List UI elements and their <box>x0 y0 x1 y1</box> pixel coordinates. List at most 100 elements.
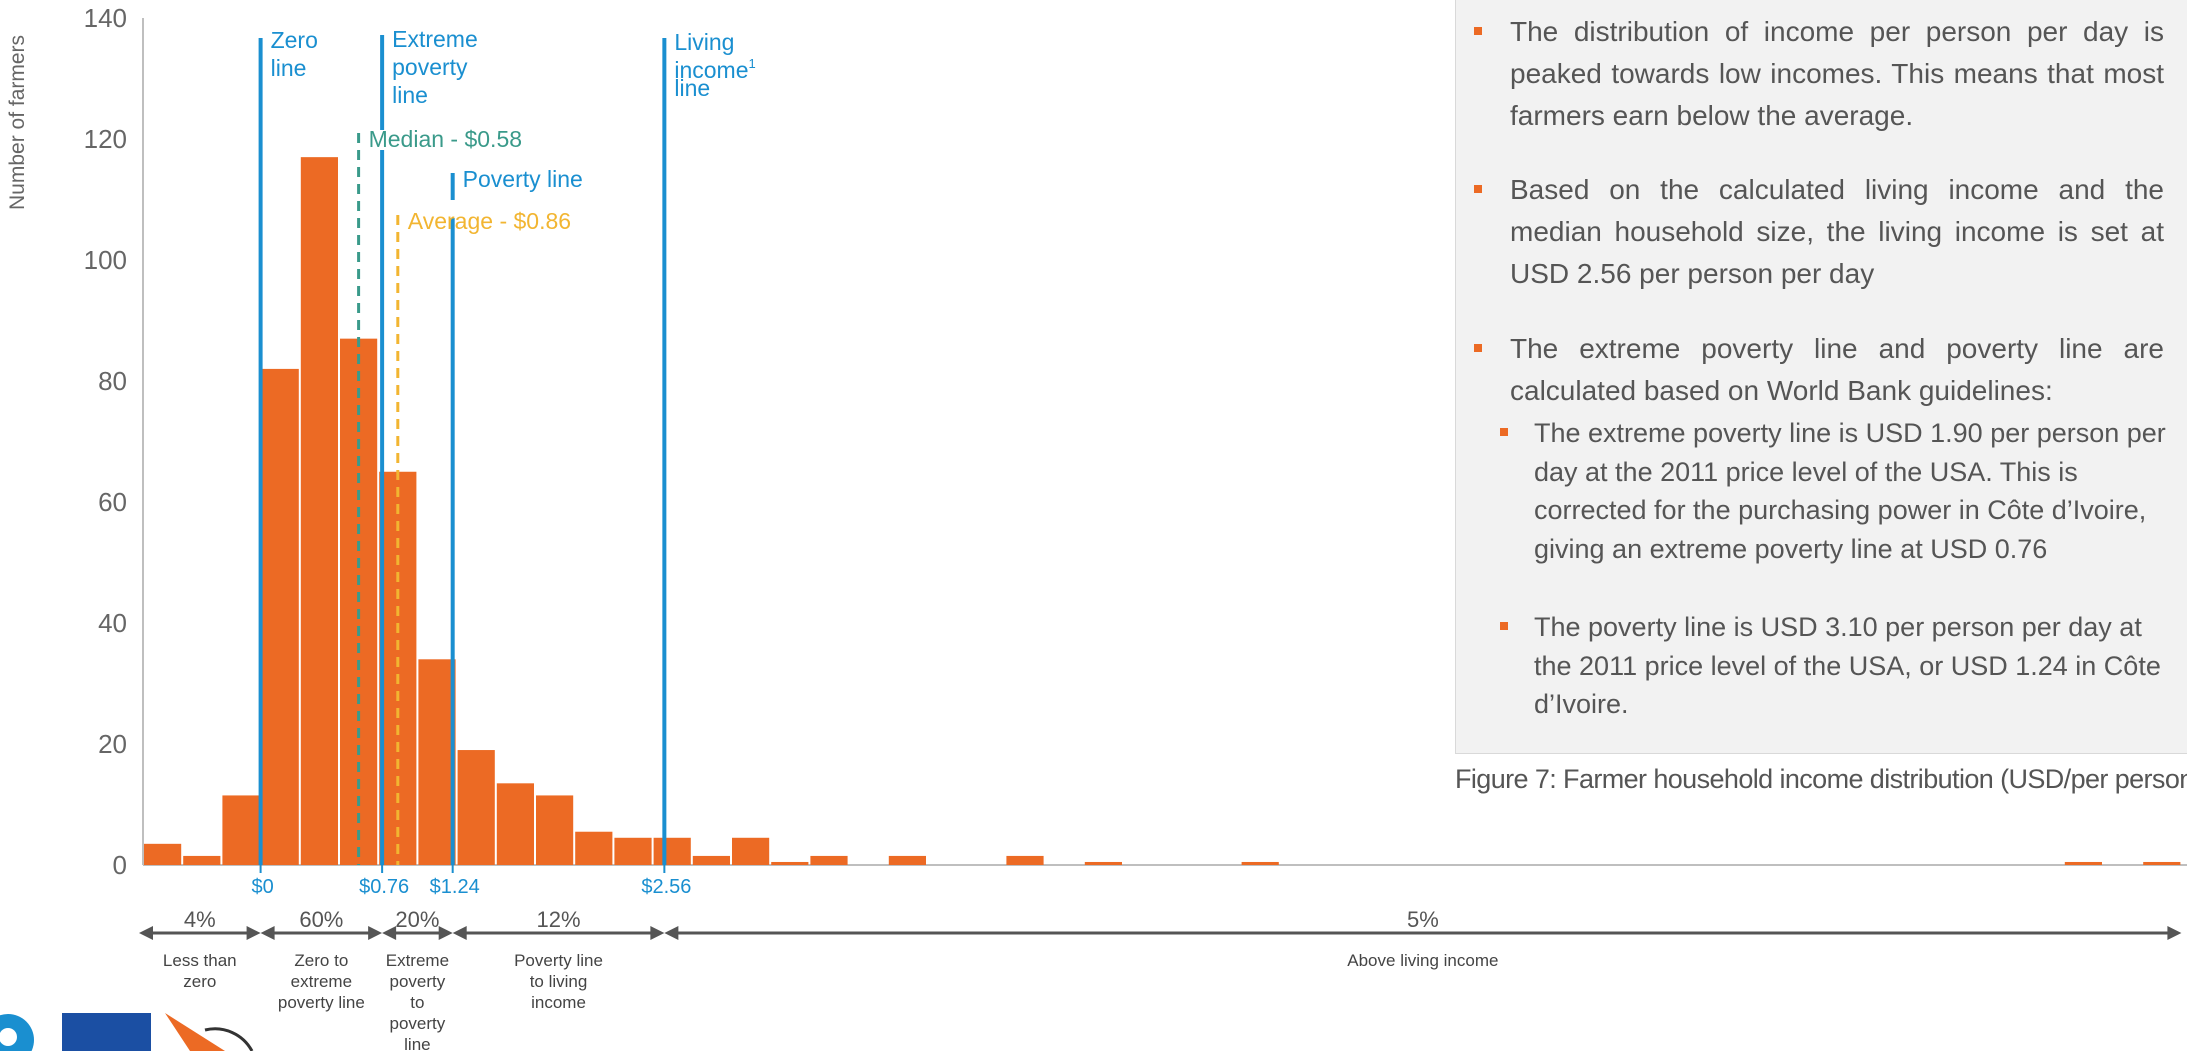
histogram-bar <box>771 861 809 865</box>
segment-label-line: poverty line <box>278 993 365 1012</box>
label-line: Extreme <box>392 26 478 52</box>
partner-logo-arrow-icon <box>165 1013 225 1051</box>
bullet-poverty-lines: The extreme poverty line and poverty lin… <box>1474 328 2164 412</box>
segment-percentage: 5% <box>1407 907 1439 932</box>
poverty-line-gap <box>448 200 457 218</box>
y-tick-label: 100 <box>84 245 127 275</box>
segment-label-line: extreme <box>291 972 352 991</box>
subbullet-poverty: The poverty line is USD 3.10 per person … <box>1500 608 2170 724</box>
segment-arrowhead-right <box>246 926 261 940</box>
segment-label-line: to <box>410 993 424 1012</box>
histogram-bar <box>692 855 730 865</box>
partner-logo-icon <box>62 1013 151 1051</box>
histogram-bar <box>496 783 534 865</box>
histogram-bar <box>457 750 495 865</box>
segment-label-line: Above living income <box>1347 951 1498 970</box>
segment-label-line: Poverty line <box>514 951 603 970</box>
segment-label-line: Less than <box>163 951 237 970</box>
segment-label-line: income <box>531 993 586 1012</box>
bullet-text: Based on the calculated living income an… <box>1510 174 2164 289</box>
label-line: Living <box>674 29 734 55</box>
y-tick-label: 40 <box>98 608 127 638</box>
segment-label-line: Extreme <box>386 951 449 970</box>
y-tick-label: 60 <box>98 487 127 517</box>
segment-label-line: poverty <box>390 1014 446 1033</box>
label-line: Average - $0.86 <box>408 208 571 234</box>
label-line: Median - $0.58 <box>369 126 522 152</box>
x-tick-label: $0 <box>251 876 273 898</box>
segment-label: Less than zero <box>163 951 237 991</box>
bullet-square-icon <box>1474 185 1482 193</box>
segment-label-line: poverty <box>390 972 446 991</box>
zero-line-label: Zero line <box>271 27 318 81</box>
histogram-bar <box>536 795 574 865</box>
bullet-living-income: Based on the calculated living income an… <box>1474 169 2164 295</box>
histogram-bar <box>222 795 260 865</box>
segment-arrowhead-left <box>664 926 679 940</box>
extreme-line-gap <box>378 130 387 150</box>
y-tick-label: 80 <box>98 366 127 396</box>
y-tick-label: 20 <box>98 729 127 759</box>
subbullet-extreme-poverty: The extreme poverty line is USD 1.90 per… <box>1500 414 2170 568</box>
x-tick-label: $0.76 <box>359 876 409 898</box>
poverty-line-label: Poverty line <box>463 166 583 192</box>
segment-percentage: 12% <box>536 907 580 932</box>
y-axis-title: Number of farmers <box>6 34 29 210</box>
segment-arrowhead-right <box>438 926 453 940</box>
segment-label: Zero to extreme poverty line <box>278 951 365 1012</box>
histogram-bar <box>2064 861 2102 865</box>
subbullet-text: The poverty line is USD 3.10 per person … <box>1534 612 2161 719</box>
histogram-bar <box>2143 861 2181 865</box>
bullet-square-icon <box>1474 27 1482 35</box>
figure-caption: Figure 7: Farmer household income distri… <box>1455 764 2187 794</box>
label-line: Zero <box>271 27 318 53</box>
superscript: 1 <box>749 56 756 71</box>
segment-label: Extreme poverty to poverty line <box>386 951 449 1051</box>
segment-label: Above living income <box>1347 951 1498 970</box>
histogram-bar <box>418 659 456 865</box>
segment-arrowhead-left <box>382 926 397 940</box>
histogram-bar <box>144 843 182 865</box>
histogram-bar <box>1084 861 1122 865</box>
bullet-text: The extreme poverty line and poverty lin… <box>1510 333 2164 406</box>
histogram-bar <box>300 157 338 865</box>
segment-label-line: to living <box>530 972 588 991</box>
segment-arrowhead-right <box>650 926 665 940</box>
explanation-panel: The distribution of income per person pe… <box>1455 0 2187 754</box>
histogram-bar <box>810 855 848 865</box>
bullet-square-icon <box>1500 622 1508 630</box>
x-tick-label: $2.56 <box>641 876 691 898</box>
median-line-label: Median - $0.58 <box>369 126 522 152</box>
subbullet-text: The extreme poverty line is USD 1.90 per… <box>1534 418 2166 564</box>
partner-logo-arc-icon <box>204 1027 254 1051</box>
label-line: line <box>674 75 710 101</box>
label-line: poverty <box>392 54 468 80</box>
segment-label: Poverty line to living income <box>514 951 603 1012</box>
bullet-text: The distribution of income per person pe… <box>1510 16 2164 131</box>
histogram-bar <box>653 837 691 865</box>
segment-label-line: line <box>404 1035 430 1051</box>
bullet-square-icon <box>1474 344 1482 352</box>
label-line: income <box>674 57 748 83</box>
x-tick-label: $1.24 <box>430 876 480 898</box>
segment-arrowhead-left <box>139 926 153 940</box>
segment-label-line: zero <box>183 972 216 991</box>
y-tick-label: 120 <box>84 124 127 154</box>
histogram-bar <box>1241 861 1279 865</box>
extreme-line-label: Extreme poverty line <box>392 26 478 108</box>
logo-area <box>0 1013 254 1051</box>
histogram-bar <box>1006 855 1044 865</box>
histogram-bar <box>183 855 221 865</box>
segment-label-line: Zero to <box>294 951 348 970</box>
segment-arrowhead-right <box>368 926 383 940</box>
average-line-label: Average - $0.86 <box>408 208 571 234</box>
y-tick-label: 0 <box>113 850 127 880</box>
y-tick-label: 140 <box>84 3 127 33</box>
segment-percentage: 20% <box>395 907 439 932</box>
histogram-bar <box>575 831 613 865</box>
segment-percentage: 4% <box>184 907 216 932</box>
histogram-bar <box>732 837 770 865</box>
segment-arrowhead-left <box>452 926 467 940</box>
label-line: Poverty line <box>463 166 583 192</box>
